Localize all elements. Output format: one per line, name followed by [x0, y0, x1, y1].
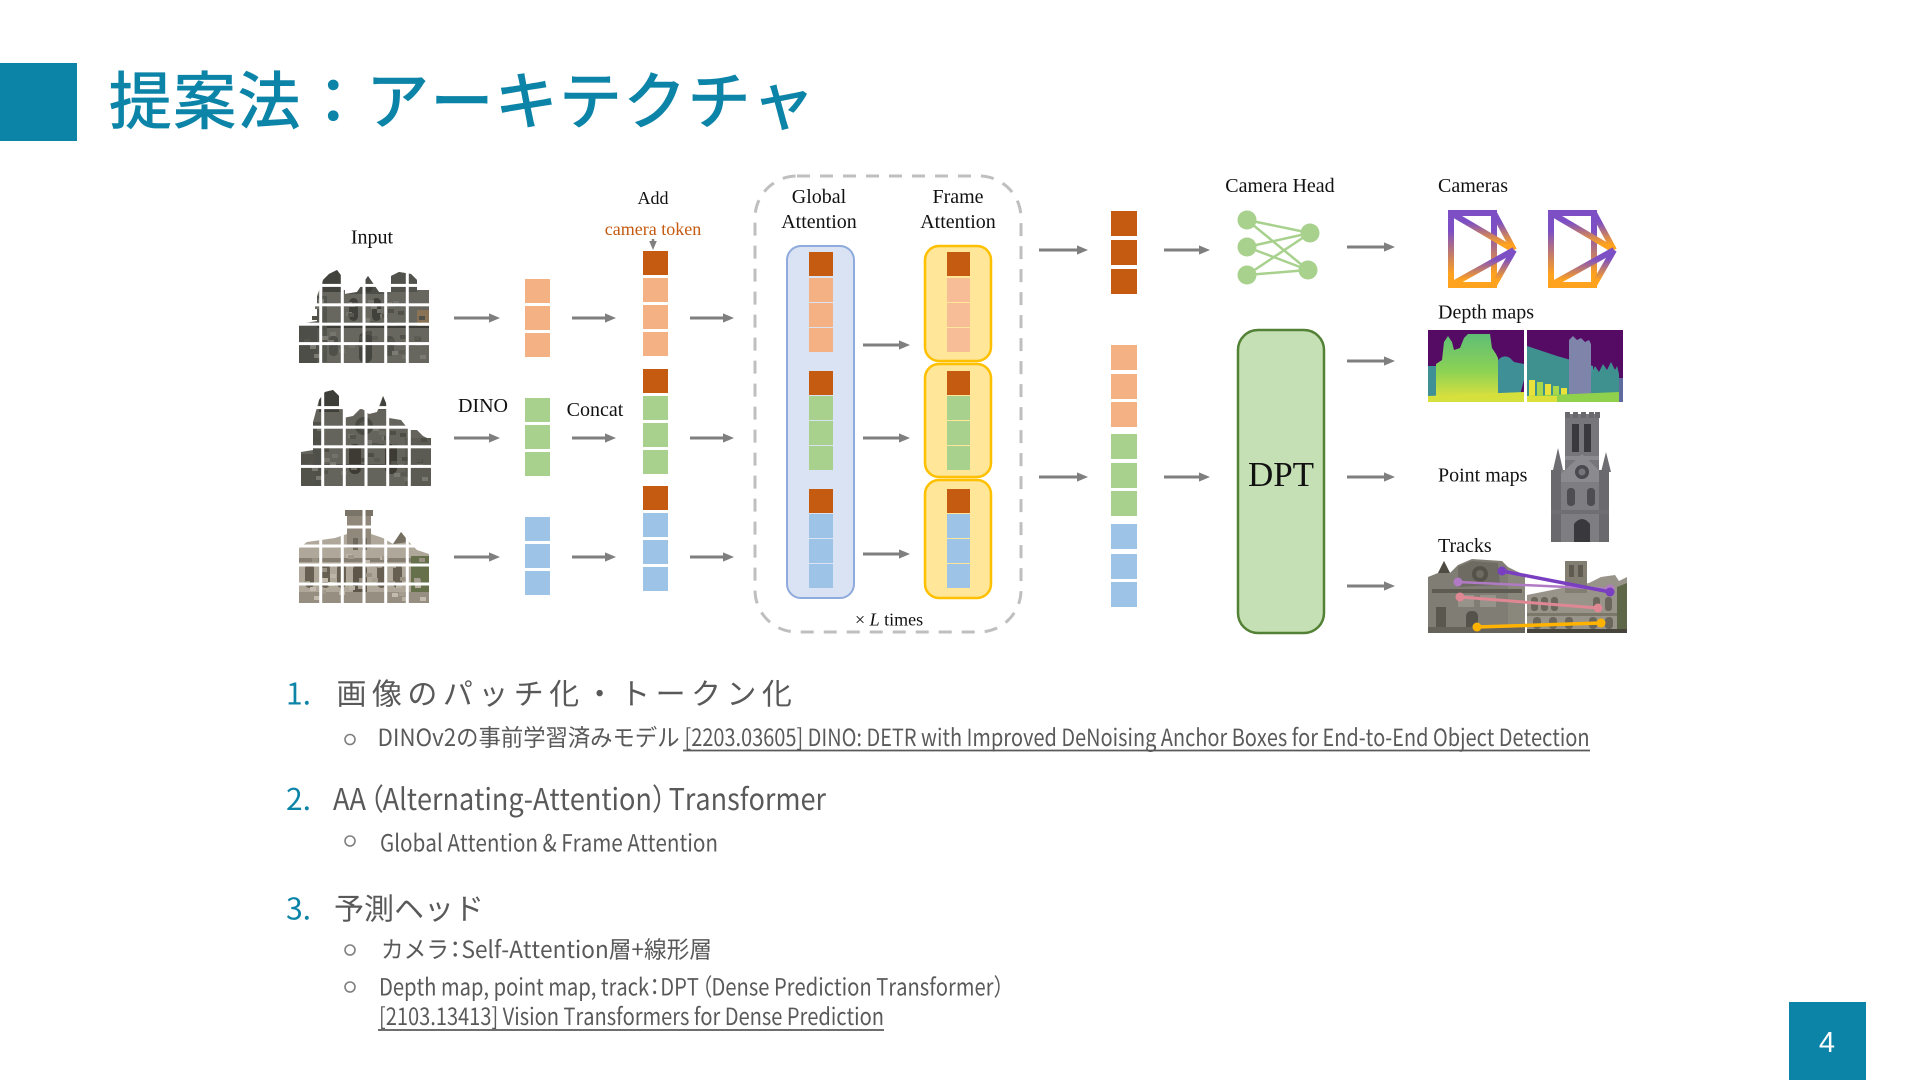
- svg-text:Tracks: Tracks: [1438, 535, 1492, 557]
- svg-text:Point maps: Point maps: [1438, 465, 1528, 487]
- svg-text:DINO: DINO: [458, 395, 508, 417]
- svg-text:camera token: camera token: [605, 219, 701, 239]
- svg-text:Input: Input: [351, 227, 394, 249]
- svg-text:Add: Add: [638, 188, 669, 208]
- svg-text:DPT: DPT: [1248, 455, 1314, 494]
- svg-text:Frame: Frame: [932, 186, 983, 208]
- svg-text:Attention: Attention: [920, 211, 996, 233]
- svg-text:4: 4: [1819, 1027, 1835, 1059]
- svg-text:Global: Global: [792, 186, 847, 208]
- svg-text:Attention: Attention: [781, 211, 857, 233]
- svg-text:Camera Head: Camera Head: [1225, 175, 1334, 197]
- svg-text:Cameras: Cameras: [1438, 175, 1508, 197]
- svg-text:Depth maps: Depth maps: [1438, 302, 1534, 324]
- svg-text:Concat: Concat: [567, 399, 624, 421]
- svg-text:× L times: × L times: [855, 610, 923, 630]
